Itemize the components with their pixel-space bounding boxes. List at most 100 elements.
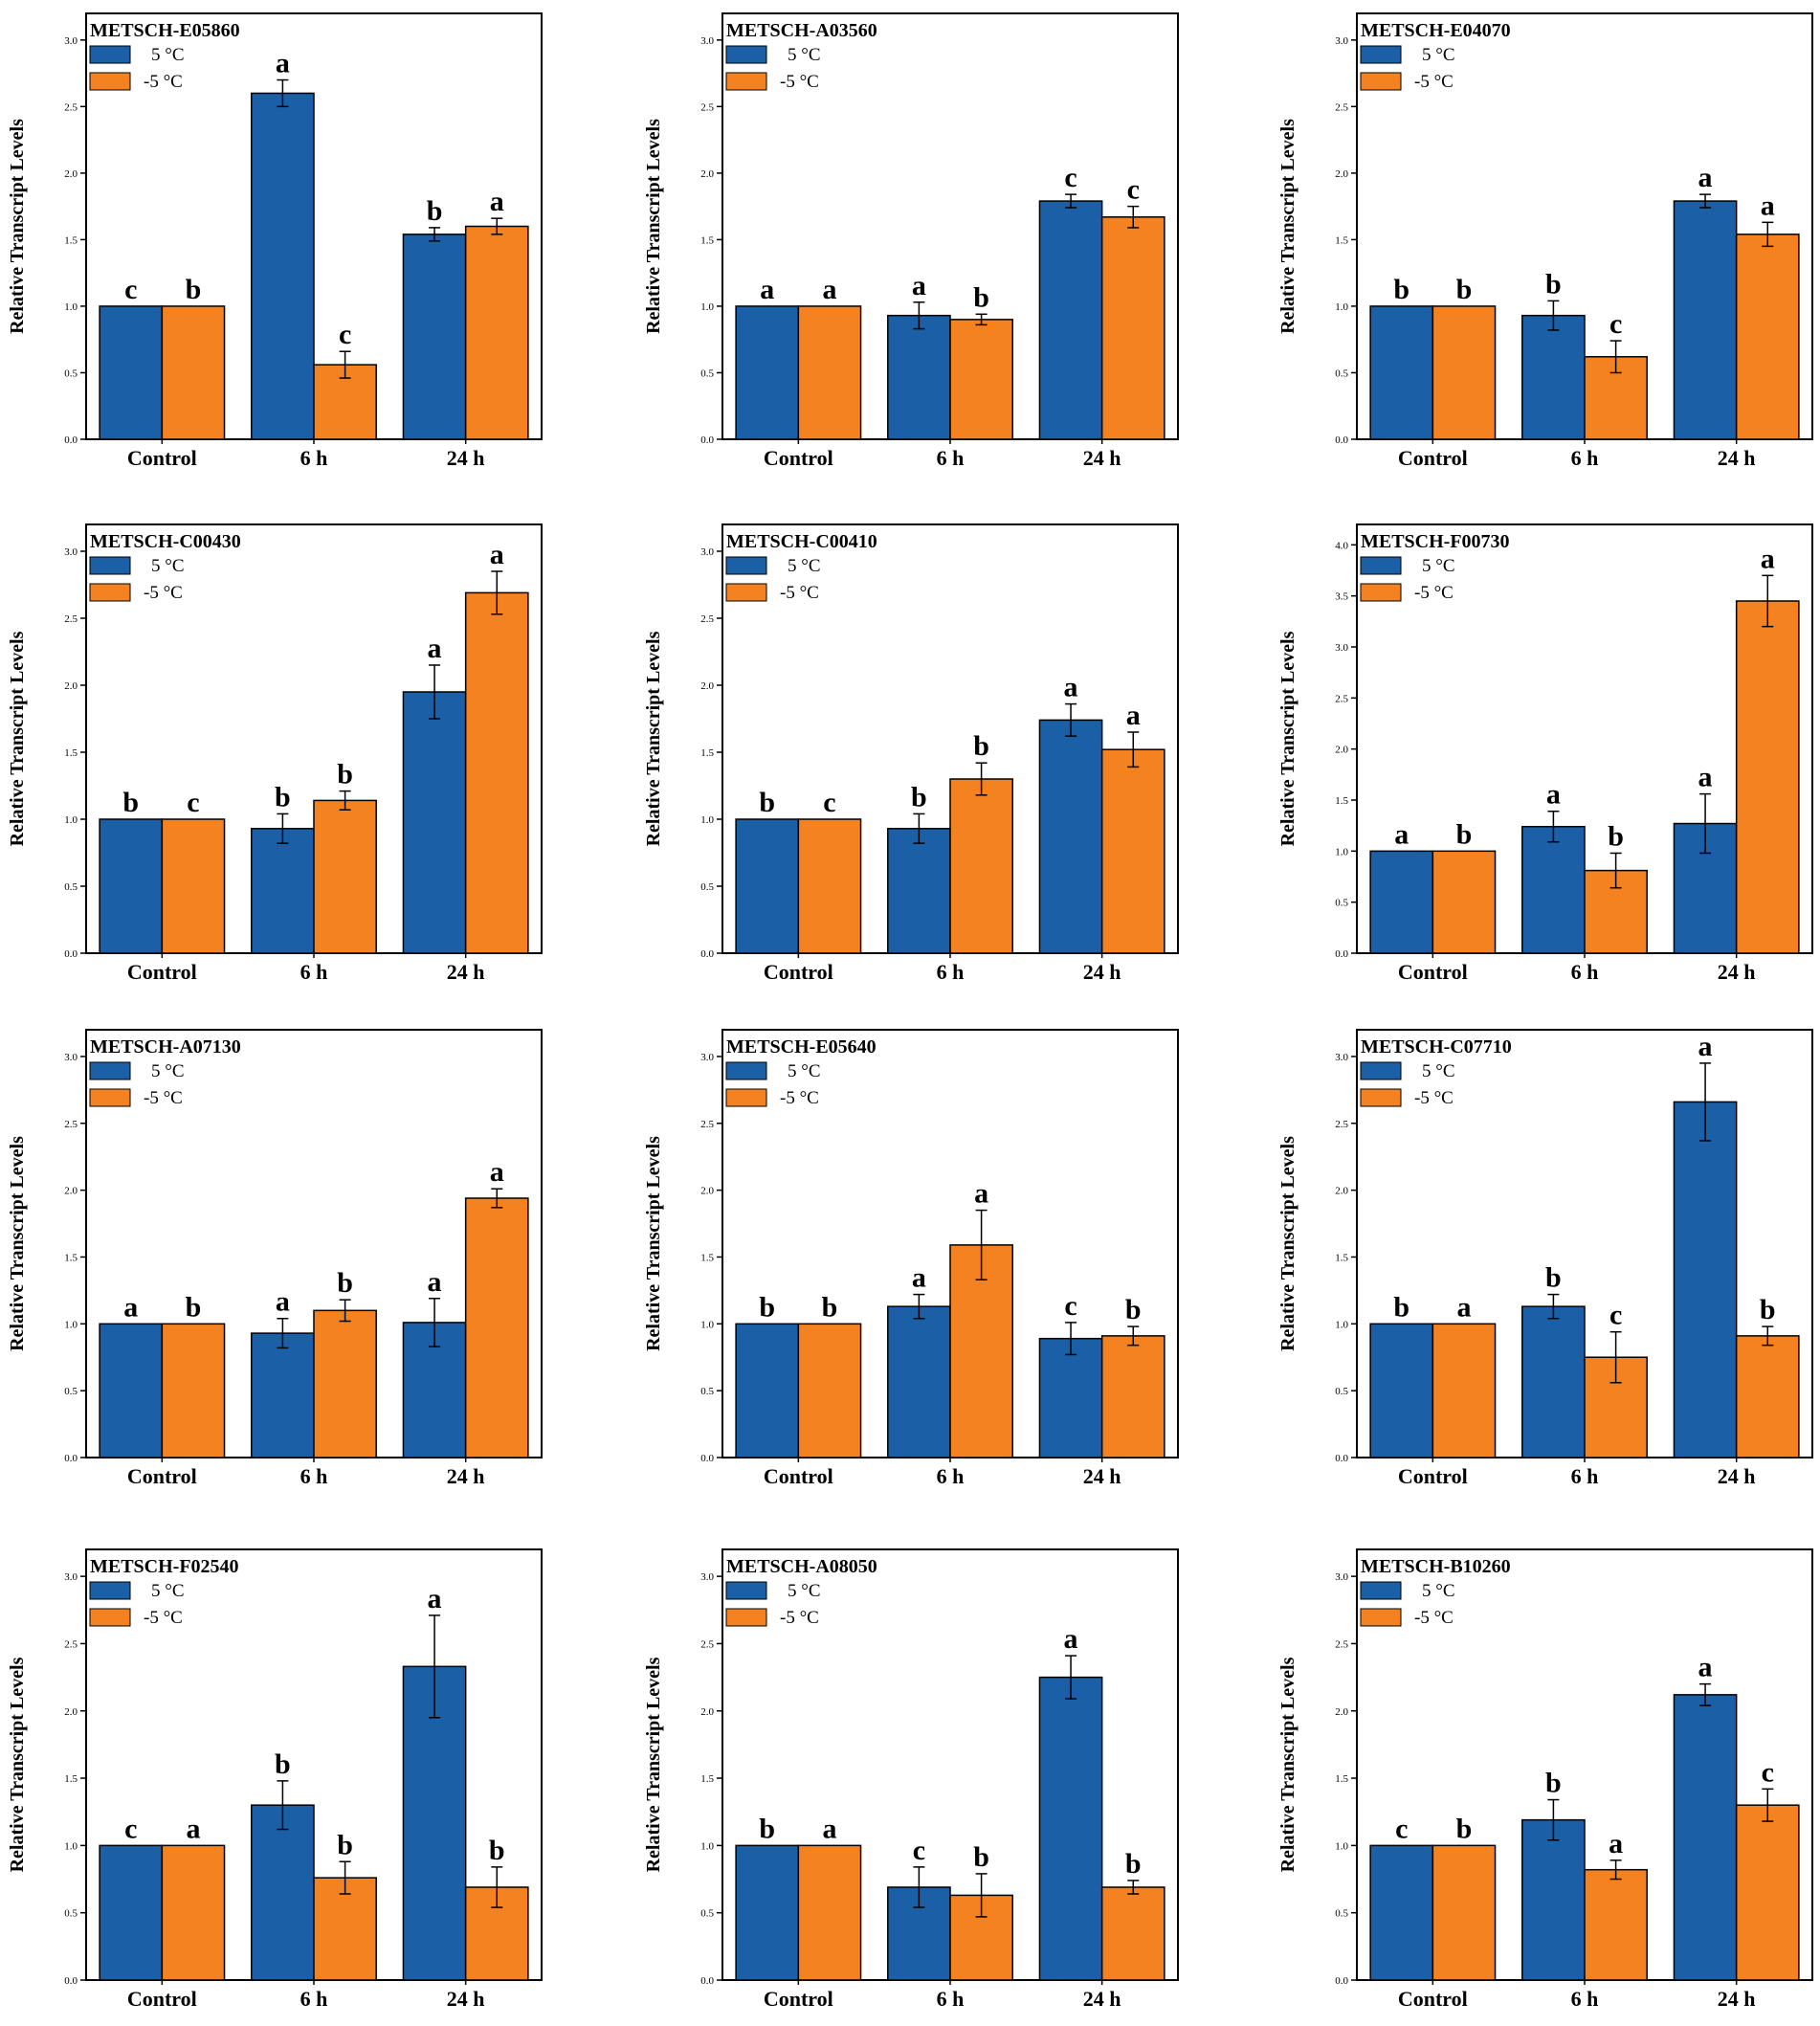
significance-letter: b <box>1456 818 1473 850</box>
legend-swatch <box>725 1581 767 1600</box>
significance-letter: b <box>973 730 989 762</box>
chart-title: METSCH-E05860 <box>90 20 240 41</box>
y-tick-label: 2.5 <box>700 1638 714 1650</box>
bar <box>1038 719 1103 954</box>
bar <box>1521 314 1586 440</box>
legend-label: 5 °C <box>1422 556 1455 576</box>
bar <box>797 305 862 440</box>
y-tick-label: 3.0 <box>64 1052 78 1063</box>
significance-letter: b <box>1125 1294 1142 1325</box>
chart-panel: 0.0 0.5 1.0 1.5 2.0 2.5 3.0 Relative Transcript… <box>1277 1029 1813 1488</box>
y-tick-label: 0.5 <box>64 1908 78 1920</box>
legend-label: -5 °C <box>144 583 183 603</box>
y-axis-label: Relative Transcript Levels <box>1277 1136 1298 1351</box>
legend-label: -5 °C <box>1414 72 1454 92</box>
significance-letter: b <box>1545 1768 1562 1799</box>
significance-letter: c <box>124 1813 137 1844</box>
y-tick-label: 2.5 <box>1335 101 1348 113</box>
bar <box>887 828 951 954</box>
x-tick-label: 6 h <box>300 1987 328 2011</box>
y-tick-label: 0.0 <box>700 1975 714 1987</box>
legend-swatch <box>89 1088 131 1107</box>
chart-title: METSCH-C07710 <box>1361 1036 1512 1058</box>
y-tick-label: 1.5 <box>700 234 714 246</box>
significance-letter: c <box>1609 308 1622 340</box>
significance-letter: a <box>822 1813 836 1844</box>
y-axis-label: Relative Transcript Levels <box>643 119 664 334</box>
y-axis-label: Relative Transcript Levels <box>643 1657 664 1872</box>
y-tick-label: 1.0 <box>700 1840 714 1852</box>
x-tick-label: Control <box>1398 960 1468 984</box>
legend-label: -5 °C <box>1414 583 1454 603</box>
bar <box>464 225 529 440</box>
significance-letter: a <box>1394 818 1409 850</box>
bar <box>1673 1694 1738 1981</box>
significance-letter: c <box>187 787 199 818</box>
y-tick-label: 0.5 <box>1335 898 1348 909</box>
legend-label: -5 °C <box>780 1088 819 1108</box>
y-tick-label: 3.0 <box>700 35 714 47</box>
y-tick-label: 2.0 <box>700 1706 714 1718</box>
bar <box>402 1665 467 1981</box>
x-tick-label: Control <box>127 1987 197 2011</box>
chart-title: METSCH-C00430 <box>90 531 241 552</box>
x-tick-label: Control <box>127 960 197 984</box>
legend-swatch <box>89 556 131 575</box>
legend-label: 5 °C <box>151 1061 185 1081</box>
significance-letter: a <box>276 1286 290 1318</box>
significance-letter: c <box>1127 174 1140 206</box>
x-tick-label: Control <box>764 960 833 984</box>
chart-panel: 0.0 0.5 1.0 1.5 2.0 2.5 3.0 Relative Transcript… <box>7 523 543 984</box>
significance-letter: b <box>759 1291 775 1323</box>
bar <box>949 319 1013 440</box>
legend-swatch <box>89 72 131 91</box>
y-tick-label: 1.0 <box>700 1319 714 1330</box>
significance-letter: c <box>913 1835 925 1866</box>
bar <box>1521 1305 1586 1458</box>
y-tick-label: 2.0 <box>64 1186 78 1197</box>
legend-label: 5 °C <box>1422 1581 1455 1601</box>
chart-title: METSCH-E05640 <box>726 1036 877 1058</box>
legend-swatch <box>1360 45 1402 64</box>
bar <box>1369 305 1434 440</box>
bar <box>1432 1323 1497 1458</box>
bar <box>1369 1323 1434 1458</box>
significance-letter: a <box>1064 672 1078 703</box>
significance-letter: a <box>1698 1031 1713 1062</box>
y-tick-label: 1.5 <box>64 747 78 759</box>
significance-letter: a <box>912 270 926 301</box>
y-tick-label: 2.5 <box>64 613 78 625</box>
significance-letter: b <box>1456 1813 1473 1844</box>
bar <box>797 1323 862 1458</box>
significance-letter: a <box>1698 762 1713 793</box>
legend-label: 5 °C <box>151 556 185 576</box>
y-tick-label: 2.5 <box>64 1638 78 1650</box>
y-tick-label: 1.5 <box>1335 1773 1348 1785</box>
y-tick-label: 1.0 <box>64 1319 78 1330</box>
y-tick-label: 3.5 <box>1335 591 1348 603</box>
legend-label: 5 °C <box>1422 45 1455 65</box>
bar <box>313 1877 377 1981</box>
bar <box>161 1844 226 1981</box>
bar <box>99 1323 164 1458</box>
bar <box>887 314 951 440</box>
significance-letter: a <box>490 539 504 570</box>
significance-letter: b <box>489 1835 505 1866</box>
legend-swatch <box>725 72 767 91</box>
legend-label: 5 °C <box>788 1061 821 1081</box>
legend-swatch <box>1360 72 1402 91</box>
significance-letter: b <box>427 195 443 227</box>
y-tick-label: 2.5 <box>64 1119 78 1130</box>
y-tick-label: 4.0 <box>1335 540 1348 551</box>
legend-swatch <box>1360 1061 1402 1080</box>
significance-letter: c <box>1064 1290 1076 1322</box>
x-tick-label: 24 h <box>447 446 485 470</box>
significance-letter: a <box>428 1266 442 1298</box>
y-tick-label: 3.0 <box>64 546 78 558</box>
y-tick-label: 2.0 <box>64 680 78 692</box>
chart-title: METSCH-A07130 <box>90 1036 241 1058</box>
y-tick-label: 1.5 <box>700 1252 714 1263</box>
y-tick-label: 0.0 <box>64 434 78 446</box>
significance-letter: b <box>1545 1262 1562 1294</box>
significance-letter: a <box>123 1291 138 1323</box>
